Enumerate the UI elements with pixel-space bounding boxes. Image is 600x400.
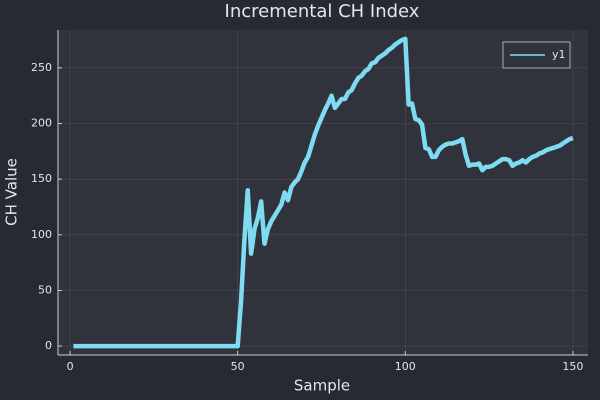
x-axis-label: Sample	[294, 377, 350, 395]
y-tick-label: 250	[31, 61, 52, 74]
y-tick-label: 150	[31, 172, 52, 185]
data-line	[73, 36, 574, 349]
y-tick-label: 0	[45, 339, 52, 352]
y-tick-label: 50	[38, 283, 52, 296]
x-tick-label: 0	[67, 360, 74, 373]
y-tick-label: 200	[31, 116, 52, 129]
chart-title: Incremental CH Index	[225, 1, 420, 22]
x-tick-label: 150	[562, 360, 583, 373]
y-axis-label: CH Value	[3, 158, 21, 226]
plot-area	[58, 30, 588, 355]
y-tick-label: 100	[31, 228, 52, 241]
x-tick-label: 100	[395, 360, 416, 373]
x-tick-label: 50	[231, 360, 245, 373]
legend-label: y1	[552, 48, 566, 61]
